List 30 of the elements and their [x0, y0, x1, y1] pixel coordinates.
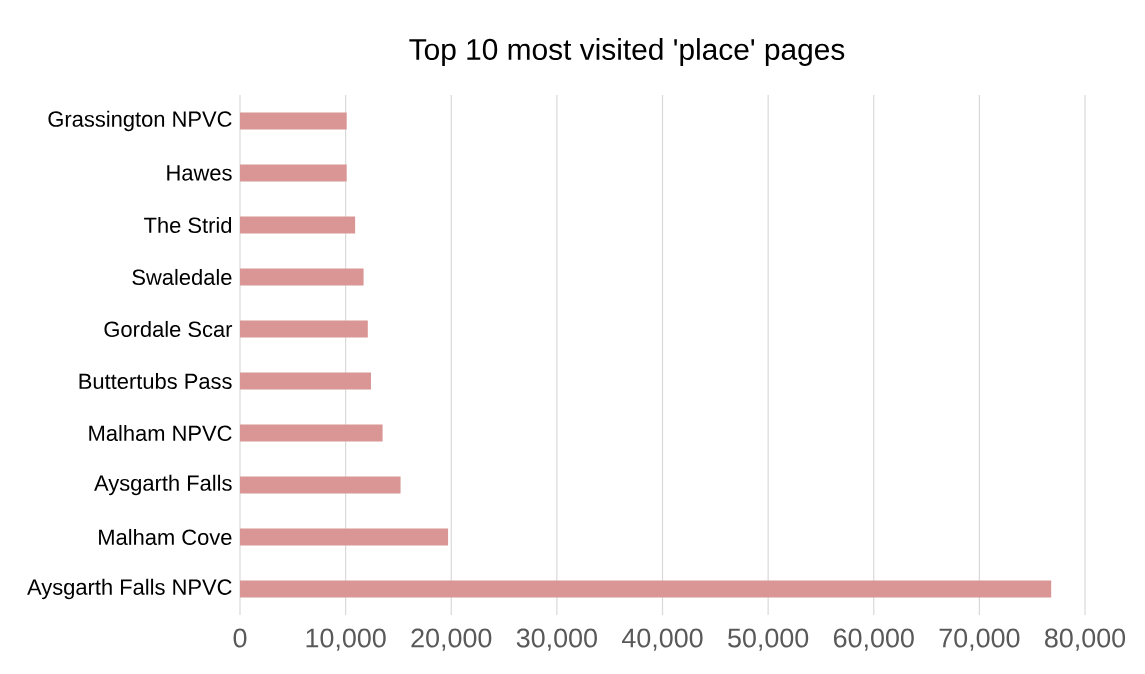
y-tick-label: Malham Cove [99, 528, 232, 546]
bar [240, 476, 401, 494]
bar [240, 372, 371, 390]
bar [240, 112, 347, 130]
y-tick-label: Swaledale [132, 268, 232, 286]
chart-title: Top 10 most visited 'place' pages [409, 38, 845, 66]
y-tick-label: Aysgarth Falls NPVC [27, 578, 232, 600]
y-tick-label: Grassington NPVC [48, 110, 232, 132]
y-tick-label: Buttertubs Pass [79, 372, 232, 390]
bar [240, 424, 383, 442]
bar [240, 320, 368, 338]
y-tick-label: The Strid [144, 216, 232, 234]
x-tick-label: 0 [233, 628, 247, 648]
y-tick-label: Aysgarth Falls [94, 474, 232, 496]
bar [240, 528, 449, 546]
x-tick-label: 50,000 [728, 628, 809, 651]
x-tick-label: 10,000 [306, 628, 386, 651]
x-tick-label: 70,000 [939, 628, 1020, 651]
x-tick-label: 20,000 [411, 628, 492, 651]
x-tick-label: 40,000 [621, 628, 703, 651]
bar [240, 580, 1052, 598]
x-tick-label: 30,000 [516, 628, 597, 651]
x-tick-label: 80,000 [1045, 628, 1126, 651]
y-tick-label: Gordale Scar [104, 320, 233, 338]
bar [240, 164, 347, 182]
y-tick-label: Malham NPVC [89, 424, 232, 442]
x-tick-label: 60,000 [833, 628, 914, 651]
bar [240, 216, 356, 234]
y-tick-label: Hawes [167, 165, 232, 181]
bar [240, 268, 364, 286]
